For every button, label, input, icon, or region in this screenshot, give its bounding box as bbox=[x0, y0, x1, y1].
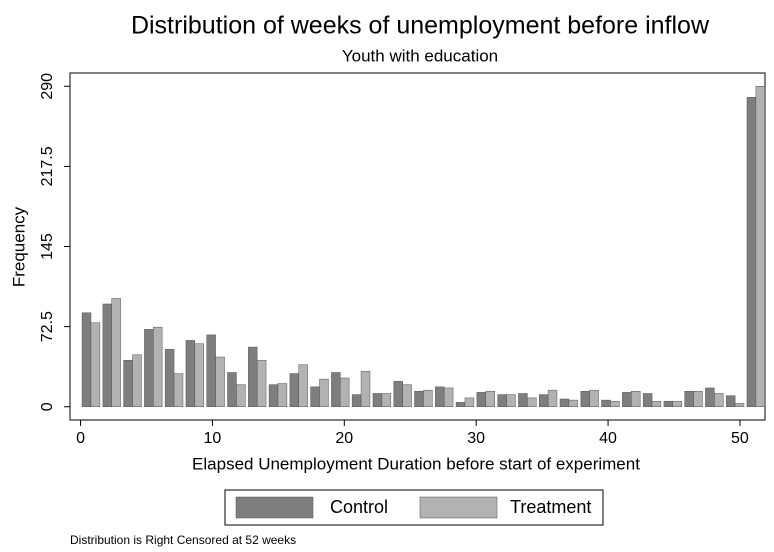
bar bbox=[256, 360, 267, 407]
bar bbox=[693, 391, 703, 407]
bar bbox=[601, 399, 611, 407]
bar bbox=[734, 403, 745, 407]
bar bbox=[726, 395, 736, 407]
bar bbox=[476, 392, 487, 407]
bar bbox=[185, 340, 196, 407]
y-tick-label: 217.5 bbox=[39, 146, 56, 186]
x-tick-label: 30 bbox=[467, 430, 485, 447]
bar bbox=[360, 371, 371, 407]
bar bbox=[81, 312, 92, 407]
bar bbox=[248, 346, 258, 407]
bar bbox=[372, 393, 383, 407]
bar bbox=[506, 394, 516, 407]
bar bbox=[310, 386, 320, 407]
bar bbox=[351, 394, 362, 407]
bar bbox=[393, 381, 403, 407]
bar bbox=[589, 389, 599, 407]
x-tick-label: 0 bbox=[76, 430, 85, 447]
bar bbox=[485, 391, 495, 407]
bar bbox=[164, 349, 175, 407]
bar bbox=[443, 387, 454, 407]
bar bbox=[123, 360, 133, 407]
y-tick-label: 290 bbox=[39, 73, 56, 100]
bar bbox=[102, 303, 112, 407]
bar bbox=[90, 322, 101, 407]
bar bbox=[173, 373, 184, 407]
bar bbox=[402, 384, 412, 407]
x-tick-label: 50 bbox=[731, 430, 749, 447]
bar bbox=[705, 387, 715, 407]
legend-swatch bbox=[419, 496, 498, 519]
bar bbox=[144, 329, 154, 407]
bar bbox=[340, 377, 350, 407]
bar bbox=[414, 391, 424, 407]
bar bbox=[194, 343, 204, 407]
bar bbox=[684, 391, 694, 407]
bar bbox=[568, 399, 579, 407]
x-axis-title: Elapsed Unemployment Duration before sta… bbox=[192, 454, 640, 473]
bar bbox=[580, 391, 590, 407]
bar bbox=[497, 394, 507, 407]
bar bbox=[111, 298, 121, 407]
bar bbox=[319, 378, 329, 407]
bar bbox=[153, 326, 163, 407]
chart-title: Distribution of weeks of unemployment be… bbox=[131, 12, 710, 40]
bar bbox=[268, 384, 279, 407]
chart-subtitle: Youth with education bbox=[342, 46, 498, 65]
bar bbox=[642, 393, 653, 407]
bar bbox=[672, 400, 682, 407]
x-tick-label: 10 bbox=[204, 430, 222, 447]
bar bbox=[527, 397, 537, 407]
bar bbox=[298, 364, 308, 407]
bar bbox=[331, 372, 341, 407]
bar bbox=[663, 400, 674, 407]
bar bbox=[610, 400, 620, 407]
bar bbox=[277, 383, 288, 407]
legend-label: Treatment bbox=[510, 497, 591, 517]
bar bbox=[622, 392, 632, 407]
bar bbox=[435, 386, 445, 407]
x-tick-label: 40 bbox=[599, 430, 617, 447]
bar bbox=[455, 402, 466, 407]
bar bbox=[714, 393, 724, 407]
y-tick-label: 145 bbox=[39, 233, 56, 260]
bar bbox=[132, 354, 142, 407]
x-tick-label: 20 bbox=[335, 430, 353, 447]
bar bbox=[631, 391, 641, 407]
legend-swatch bbox=[235, 496, 314, 519]
bar bbox=[746, 97, 757, 407]
legend-label: Control bbox=[330, 497, 388, 517]
bar bbox=[464, 397, 475, 407]
bar bbox=[206, 334, 216, 407]
bar bbox=[547, 389, 558, 407]
bar bbox=[236, 384, 246, 407]
bar bbox=[215, 356, 225, 407]
y-tick-label: 0 bbox=[39, 402, 56, 411]
bar bbox=[227, 372, 237, 407]
bar bbox=[381, 393, 392, 407]
bar bbox=[289, 373, 299, 407]
y-axis-title: Frequency bbox=[9, 206, 28, 287]
note: Distribution is Right Censored at 52 wee… bbox=[70, 533, 296, 547]
y-tick-label: 72.5 bbox=[39, 311, 56, 342]
bar bbox=[423, 389, 433, 407]
bar bbox=[755, 86, 766, 407]
bar bbox=[539, 394, 549, 407]
bar bbox=[559, 398, 570, 407]
bar bbox=[518, 393, 528, 407]
bar bbox=[651, 400, 662, 407]
